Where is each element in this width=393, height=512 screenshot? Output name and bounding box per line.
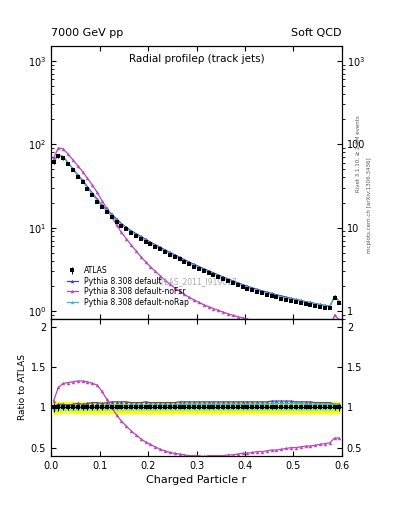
Pythia 8.308 default-noFsr: [235, 313, 240, 319]
Pythia 8.308 default-noRap: [327, 304, 332, 310]
Pythia 8.308 default-noFsr: [337, 317, 342, 323]
Pythia 8.308 default: [327, 303, 332, 309]
Y-axis label: Ratio to ATLAS: Ratio to ATLAS: [18, 354, 27, 420]
Pythia 8.308 default: [337, 298, 342, 305]
Text: Radial profileρ (track jets): Radial profileρ (track jets): [129, 54, 264, 65]
Pythia 8.308 default-noFsr: [51, 155, 56, 161]
Line: Pythia 8.308 default: Pythia 8.308 default: [52, 153, 341, 308]
Legend: ATLAS, Pythia 8.308 default, Pythia 8.308 default-noFsr, Pythia 8.308 default-no: ATLAS, Pythia 8.308 default, Pythia 8.30…: [64, 263, 192, 310]
Text: ATLAS_2011_I919017: ATLAS_2011_I919017: [156, 278, 237, 286]
Pythia 8.308 default-noRap: [56, 152, 61, 158]
Pythia 8.308 default-noFsr: [105, 205, 109, 211]
Pythia 8.308 default: [153, 242, 158, 248]
Pythia 8.308 default-noRap: [51, 159, 56, 165]
Pythia 8.308 default-noRap: [105, 207, 109, 214]
Pythia 8.308 default: [148, 239, 153, 245]
Pythia 8.308 default-noRap: [148, 240, 153, 246]
Pythia 8.308 default-noFsr: [138, 253, 143, 260]
Text: mcplots.cern.ch [arXiv:1306.3436]: mcplots.cern.ch [arXiv:1306.3436]: [367, 157, 373, 252]
Pythia 8.308 default: [235, 280, 240, 286]
Text: 7000 GeV pp: 7000 GeV pp: [51, 28, 123, 38]
Pythia 8.308 default-noFsr: [56, 145, 61, 151]
Pythia 8.308 default: [129, 227, 134, 233]
Pythia 8.308 default-noRap: [138, 234, 143, 241]
Pythia 8.308 default: [56, 152, 61, 158]
Text: Soft QCD: Soft QCD: [292, 28, 342, 38]
Line: Pythia 8.308 default-noRap: Pythia 8.308 default-noRap: [52, 154, 341, 309]
Pythia 8.308 default-noRap: [153, 243, 158, 249]
Pythia 8.308 default: [138, 233, 143, 240]
Pythia 8.308 default-noFsr: [129, 242, 134, 248]
X-axis label: Charged Particle r: Charged Particle r: [146, 475, 247, 485]
Line: Pythia 8.308 default-noFsr: Pythia 8.308 default-noFsr: [52, 146, 341, 331]
Pythia 8.308 default: [105, 206, 109, 212]
Pythia 8.308 default: [51, 158, 56, 164]
Text: Rivet 3.1.10, ≥ 2.3M events: Rivet 3.1.10, ≥ 2.3M events: [356, 115, 361, 192]
Pythia 8.308 default-noRap: [337, 298, 342, 305]
Pythia 8.308 default-noRap: [235, 281, 240, 287]
Pythia 8.308 default-noFsr: [148, 264, 153, 270]
Pythia 8.308 default-noFsr: [323, 327, 327, 333]
Pythia 8.308 default-noFsr: [153, 268, 158, 274]
Pythia 8.308 default-noRap: [129, 228, 134, 234]
